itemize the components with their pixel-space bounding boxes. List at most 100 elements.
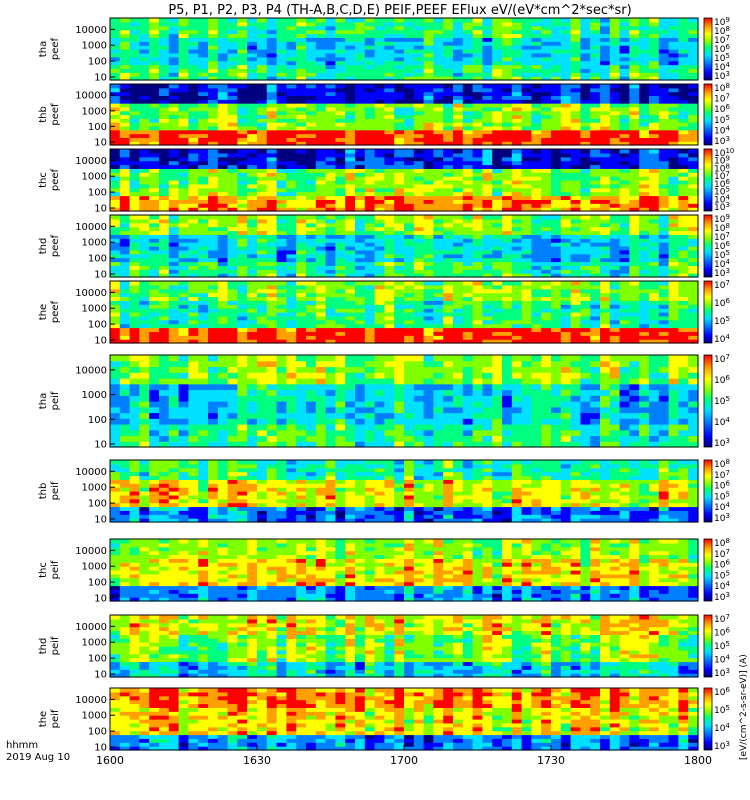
heat-cell xyxy=(257,160,268,166)
heat-cell xyxy=(217,242,229,247)
heat-cell xyxy=(286,84,297,89)
heat-cell xyxy=(423,152,434,158)
heat-cell xyxy=(658,106,670,112)
heat-cell xyxy=(198,176,209,181)
heat-cell xyxy=(257,141,268,146)
heat-cell xyxy=(217,172,229,177)
heat-cell xyxy=(364,261,376,266)
heat-cell xyxy=(394,91,405,97)
heat-cell xyxy=(394,99,405,104)
heat-cell xyxy=(119,114,131,119)
heat-cell xyxy=(511,95,523,100)
heat-cell xyxy=(639,64,650,69)
heat-cell xyxy=(374,183,385,189)
heat-cell xyxy=(413,315,425,321)
heat-cell xyxy=(345,281,356,286)
heat-cell xyxy=(639,76,650,81)
heat-cell xyxy=(119,106,131,112)
heat-cell xyxy=(364,218,376,224)
heat-cell xyxy=(649,18,660,23)
heat-cell xyxy=(492,218,503,224)
heat-cell xyxy=(629,249,640,255)
heat-cell xyxy=(168,110,180,116)
heat-cell xyxy=(159,29,170,35)
heat-cell xyxy=(600,176,611,181)
heat-cell xyxy=(521,25,532,31)
heat-cell xyxy=(168,33,180,38)
heat-cell xyxy=(335,122,346,127)
heat-cell xyxy=(355,284,366,290)
heat-cell xyxy=(266,273,278,278)
heat-cell xyxy=(119,164,131,169)
heat-cell xyxy=(482,21,493,27)
heat-cell xyxy=(551,37,562,42)
heat-cell xyxy=(168,168,180,173)
heat-cell xyxy=(580,242,591,247)
heat-cell xyxy=(649,222,660,228)
heat-cell xyxy=(374,172,385,177)
panel-species-label: peef xyxy=(50,37,61,60)
heat-cell xyxy=(306,234,317,239)
heat-cell xyxy=(668,312,679,317)
heat-cell xyxy=(629,103,640,108)
heat-cell xyxy=(286,230,297,235)
heat-cell xyxy=(482,319,493,325)
heat-cell xyxy=(374,187,385,193)
heat-cell xyxy=(188,99,199,104)
heat-cell xyxy=(462,265,474,270)
heat-cell xyxy=(560,300,572,305)
heat-cell xyxy=(413,187,425,193)
heat-cell xyxy=(345,207,356,212)
heat-cell xyxy=(619,257,630,263)
heat-cell xyxy=(149,103,160,108)
heat-cell xyxy=(531,191,542,197)
heat-cell xyxy=(570,129,581,135)
heat-cell xyxy=(453,29,464,35)
heat-cell xyxy=(649,335,660,340)
heat-cell xyxy=(188,183,199,189)
heat-cell xyxy=(404,242,415,247)
heat-cell xyxy=(472,149,483,154)
heat-cell xyxy=(404,327,415,332)
heat-cell xyxy=(129,389,140,396)
heat-cell xyxy=(355,273,366,278)
heat-cell xyxy=(678,269,689,274)
heat-cell xyxy=(678,52,689,58)
heat-cell xyxy=(149,265,160,270)
heat-cell xyxy=(570,91,581,97)
heat-cell xyxy=(502,269,513,274)
heat-cell xyxy=(629,300,640,305)
heat-cell xyxy=(276,304,287,309)
heat-cell xyxy=(394,323,405,329)
heat-cell xyxy=(384,114,395,119)
heat-cell xyxy=(453,60,464,66)
heat-cell xyxy=(413,68,425,73)
heat-cell xyxy=(217,323,229,329)
heat-cell xyxy=(159,152,170,158)
heat-cell xyxy=(453,203,464,208)
heat-cell xyxy=(678,49,689,54)
heat-cell xyxy=(364,64,376,69)
heat-cell xyxy=(688,288,699,294)
heat-cell xyxy=(560,288,572,294)
heat-cell xyxy=(570,149,581,154)
heat-cell xyxy=(609,226,621,232)
heat-cell xyxy=(139,68,150,73)
heat-cell xyxy=(492,99,503,104)
heat-cell xyxy=(110,156,121,162)
heat-cell xyxy=(168,435,180,442)
heat-cell xyxy=(531,37,542,42)
heat-cell xyxy=(149,273,160,278)
heat-cell xyxy=(110,191,121,197)
heat-cell xyxy=(129,222,140,228)
heat-cell xyxy=(511,33,523,38)
heat-cell xyxy=(335,87,346,93)
heat-cell xyxy=(149,49,160,54)
heat-cell xyxy=(198,156,209,162)
heat-cell xyxy=(482,33,493,38)
heat-cell xyxy=(286,56,297,62)
heat-cell xyxy=(110,296,121,301)
heat-cell xyxy=(168,199,180,204)
heat-cell xyxy=(678,234,689,239)
heat-cell xyxy=(198,308,209,313)
